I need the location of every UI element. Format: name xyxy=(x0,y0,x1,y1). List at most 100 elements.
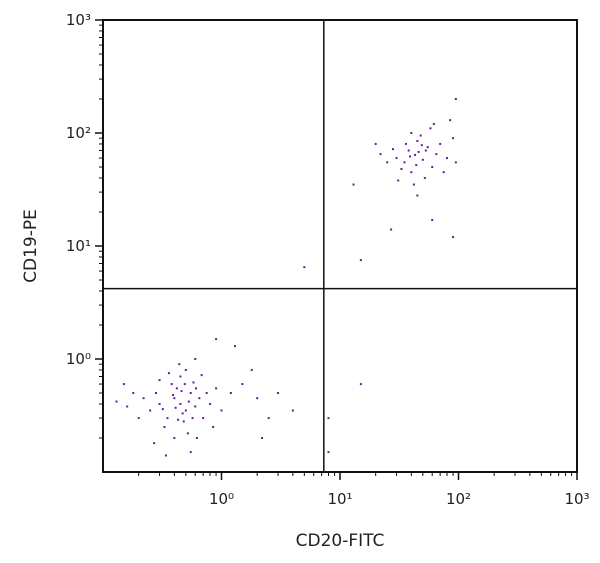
point xyxy=(327,417,330,420)
y-tick-label: 10¹ xyxy=(66,237,91,255)
point xyxy=(215,387,218,390)
point xyxy=(395,157,398,160)
x-axis-label: CD20-FITC xyxy=(296,531,385,551)
point xyxy=(153,442,156,445)
point xyxy=(180,390,183,393)
point xyxy=(170,383,173,386)
point xyxy=(417,150,420,153)
point xyxy=(220,409,223,412)
point xyxy=(256,397,259,400)
point xyxy=(132,392,135,395)
point xyxy=(327,451,330,454)
point xyxy=(452,137,455,140)
point xyxy=(400,168,403,171)
point xyxy=(454,97,457,100)
y-tick-label: 10⁰ xyxy=(66,350,91,368)
point xyxy=(277,392,280,395)
point xyxy=(192,381,195,384)
point xyxy=(420,144,423,147)
point xyxy=(442,171,445,174)
point xyxy=(407,149,410,152)
point xyxy=(267,417,270,420)
point xyxy=(415,164,418,167)
point xyxy=(234,345,237,348)
point xyxy=(454,161,457,164)
point xyxy=(374,142,377,145)
point xyxy=(158,379,161,382)
point xyxy=(205,392,208,395)
point xyxy=(166,417,169,420)
point xyxy=(409,155,412,158)
point xyxy=(194,358,197,360)
point xyxy=(229,392,232,395)
point xyxy=(184,368,187,371)
y-tick-label: 10² xyxy=(66,124,91,142)
point xyxy=(303,266,306,269)
y-tick-label: 10³ xyxy=(66,11,91,29)
point xyxy=(167,372,170,375)
point xyxy=(189,451,192,454)
point xyxy=(178,363,181,366)
point xyxy=(122,383,125,386)
point xyxy=(158,402,161,405)
point xyxy=(212,426,215,429)
point xyxy=(429,127,432,130)
point xyxy=(391,148,394,151)
point xyxy=(195,436,198,439)
x-tick-label: 10⁰ xyxy=(209,490,234,508)
point xyxy=(202,417,205,420)
point xyxy=(137,417,140,420)
point xyxy=(404,142,407,145)
x-tick-label: 10² xyxy=(446,490,471,508)
point xyxy=(423,176,426,179)
point xyxy=(183,383,186,386)
point xyxy=(379,153,382,156)
point xyxy=(352,183,355,186)
point xyxy=(189,392,192,395)
point xyxy=(250,368,253,371)
point xyxy=(115,400,118,403)
point xyxy=(426,146,429,149)
point xyxy=(261,436,264,439)
point xyxy=(182,420,185,423)
point xyxy=(161,408,164,411)
point xyxy=(359,383,362,386)
point xyxy=(187,400,190,403)
x-tick-label: 10¹ xyxy=(327,490,352,508)
point xyxy=(177,418,180,421)
point xyxy=(435,153,438,156)
point xyxy=(215,338,218,341)
point xyxy=(412,183,415,186)
point xyxy=(414,153,417,156)
point xyxy=(179,375,182,378)
point xyxy=(386,161,389,164)
point xyxy=(439,142,442,145)
point xyxy=(126,405,129,408)
point xyxy=(198,397,201,400)
point xyxy=(431,166,434,169)
point xyxy=(390,228,393,231)
point xyxy=(175,387,178,390)
point xyxy=(200,374,203,377)
point xyxy=(291,409,294,412)
point xyxy=(149,409,152,412)
point xyxy=(209,402,212,405)
point xyxy=(173,397,176,400)
point xyxy=(179,402,182,405)
point xyxy=(419,134,422,137)
point xyxy=(410,171,413,174)
point xyxy=(194,405,197,408)
point xyxy=(195,387,198,390)
point xyxy=(154,392,157,395)
point xyxy=(164,454,167,457)
point xyxy=(410,132,413,134)
point xyxy=(173,436,176,439)
point xyxy=(163,426,166,429)
point xyxy=(416,139,419,142)
x-tick-label: 10³ xyxy=(564,490,589,508)
point xyxy=(241,383,244,386)
point xyxy=(431,218,434,221)
point xyxy=(421,158,424,161)
point xyxy=(191,417,194,420)
